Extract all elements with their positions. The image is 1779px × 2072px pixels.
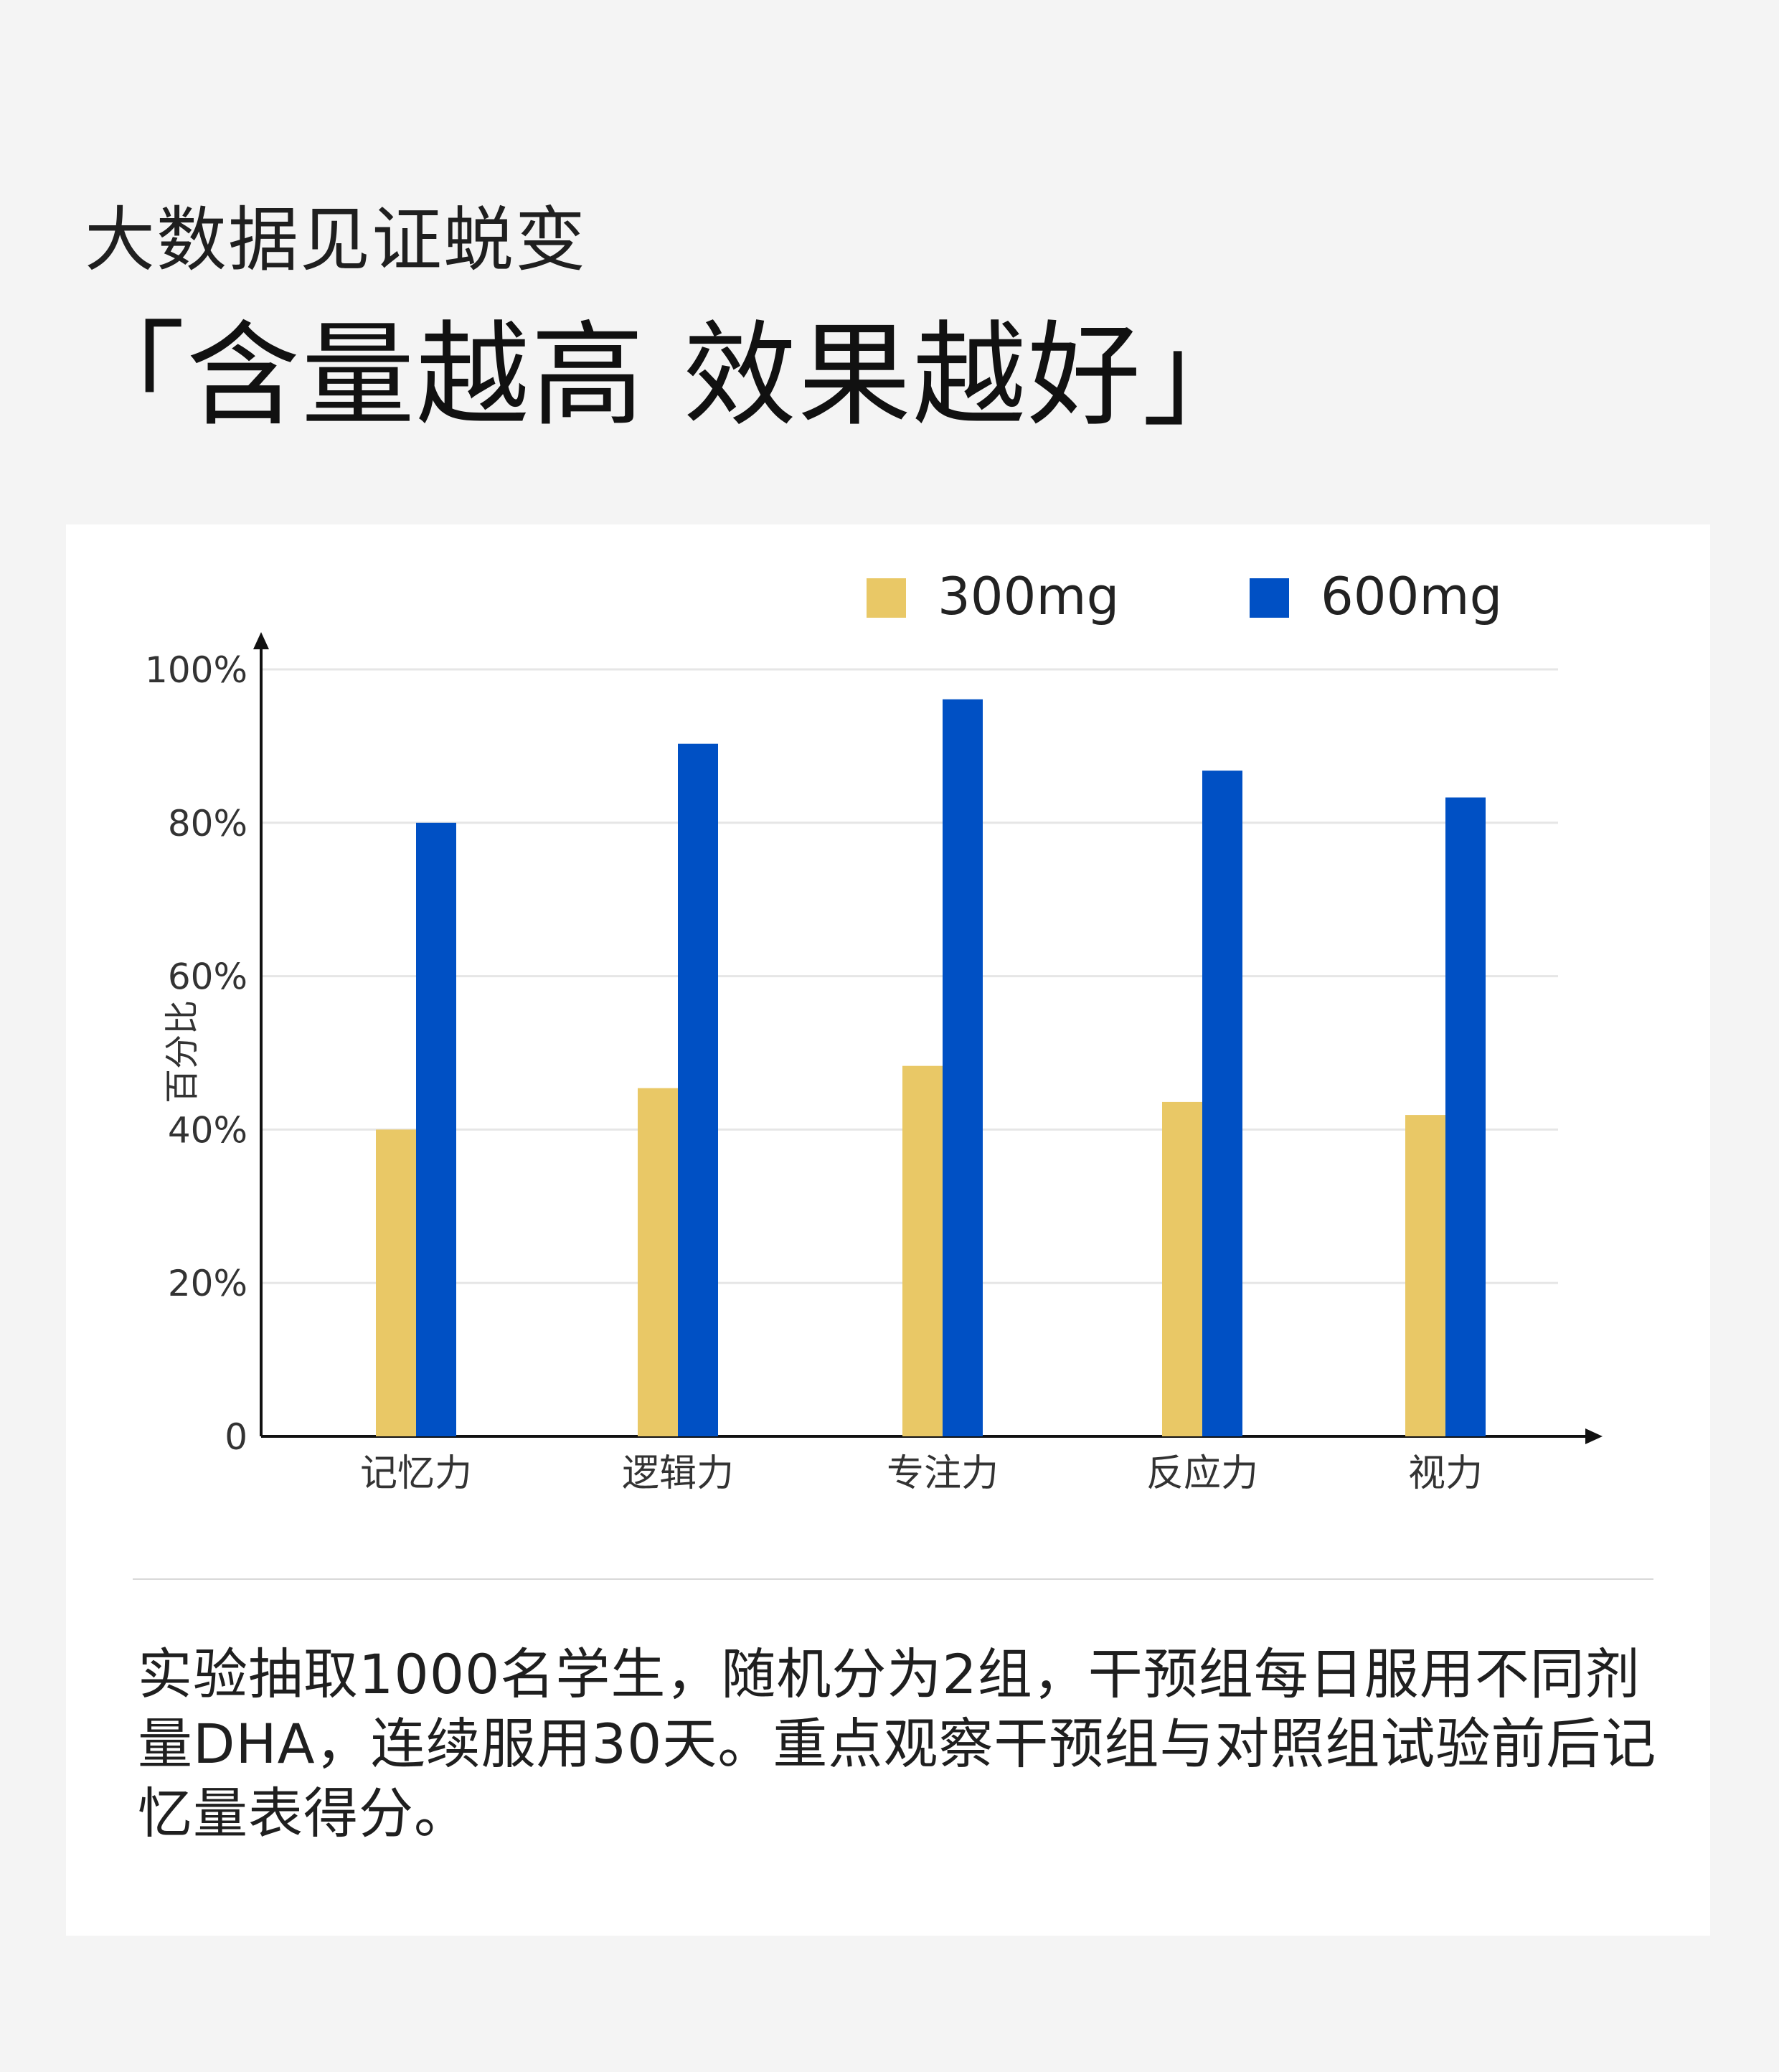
y-tick-label: 20%	[168, 1263, 247, 1304]
bar-300mg-4	[1162, 1101, 1202, 1436]
y-axis-title: 百分比	[162, 1000, 202, 1103]
bar-300mg-5	[1405, 1115, 1445, 1436]
bar-600mg-1	[416, 822, 456, 1436]
bar-300mg-2	[638, 1088, 678, 1436]
x-tick-label: 视力	[1408, 1452, 1483, 1495]
page-title: 「含量越高 效果越好」	[72, 310, 1257, 442]
study-description: 实验抽取1000名学生，随机分为2组，干预组每日服用不同剂量DHA，连续服用30…	[138, 1642, 1657, 1845]
bar-300mg-1	[376, 1129, 416, 1436]
bar-600mg-5	[1445, 797, 1486, 1436]
chart-card: 0 20% 40% 60% 80% 100% 百分比记忆力 逻辑力 专注力 反应力 视力 300mg 6…	[66, 524, 1710, 1936]
y-axis-arrow	[253, 632, 269, 649]
y-tick-label: 40%	[168, 1109, 247, 1151]
x-axis-arrow	[1585, 1428, 1603, 1444]
bar-600mg-3	[943, 699, 983, 1437]
y-tick-label: 60%	[168, 956, 247, 998]
divider	[133, 1578, 1653, 1580]
legend-label-600mg: 600mg	[1321, 566, 1502, 626]
y-tick-label: 100%	[145, 649, 247, 691]
legend-label-300mg: 300mg	[938, 566, 1119, 626]
bar-600mg-2	[678, 743, 718, 1436]
y-tick-label: 80%	[168, 803, 247, 844]
y-tick-label: 0	[225, 1416, 247, 1458]
x-tick-label: 逻辑力	[622, 1452, 734, 1495]
bar-600mg-4	[1202, 771, 1242, 1436]
x-tick-label: 反应力	[1146, 1452, 1258, 1495]
bar-300mg-3	[902, 1065, 943, 1436]
legend-swatch-600mg	[1250, 578, 1289, 618]
legend-swatch-300mg	[867, 578, 906, 618]
x-tick-label: 专注力	[887, 1452, 999, 1495]
page-subtitle: 大数据见证蜕变	[85, 199, 588, 281]
x-tick-label: 记忆力	[360, 1452, 472, 1495]
